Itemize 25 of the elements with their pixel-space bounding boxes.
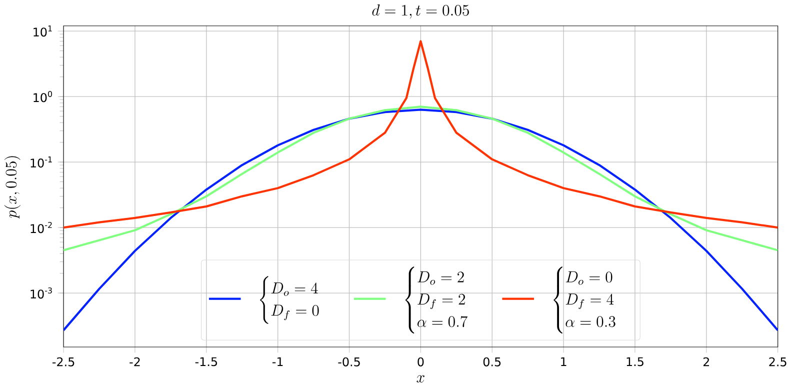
y-tick-label: 10$^{-1}$ — [30, 156, 52, 168]
x-tick-label: -2.5 — [52, 357, 74, 366]
chart-title: $d=1, t=0.05$ — [372, 4, 469, 19]
legend-label: $\begin{cases}D_o=0\\ D_f=4\\ \alpha=0.3\end{cases}$ — [554, 266, 616, 334]
x-tick-label: 2.5 — [769, 357, 786, 366]
legend-label: $\begin{cases}D_o=2\\ D_f=2\\ \alpha=0.7\end{cases}$ — [405, 266, 468, 334]
legend-label: $\begin{cases}D_o=4\\ D_f=0\end{cases}$ — [260, 276, 319, 324]
y-tick-label: 10$^{-2}$ — [30, 222, 52, 234]
x-tick-label: -2 — [130, 357, 140, 366]
line-series — [64, 106, 778, 252]
x-tick-label: -1.5 — [195, 357, 217, 366]
x-tick-label: 0.5 — [483, 357, 501, 366]
x-tick-label: 1 — [561, 357, 566, 366]
x-tick-label: -0.5 — [338, 357, 360, 366]
x-tick-label: 0 — [418, 357, 424, 366]
y-tick-label: 10$^{1}$ — [34, 26, 52, 37]
line-series — [64, 40, 778, 229]
x-axis-title: $x$ — [416, 375, 424, 382]
x-tick-label: -1 — [272, 357, 283, 366]
x-tick-label: 2 — [703, 357, 709, 366]
y-tick-label: 10$^{-3}$ — [30, 287, 52, 299]
x-tick-label: 1.5 — [626, 357, 644, 366]
y-axis-title: $p(x,0.05)$ — [4, 156, 20, 219]
y-tick-label: 10$^{0}$ — [34, 90, 52, 102]
line-series — [64, 108, 778, 332]
